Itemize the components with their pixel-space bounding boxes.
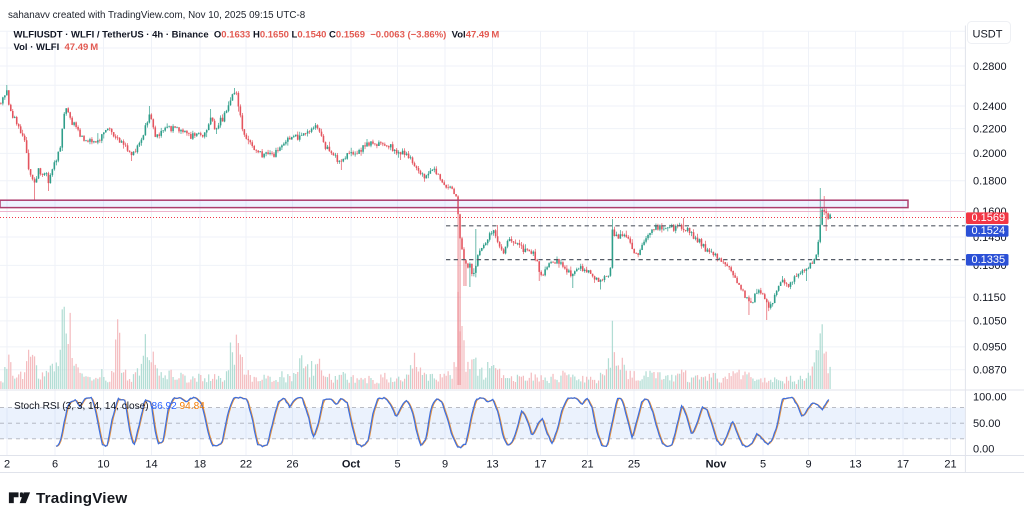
svg-text:21: 21 [944, 459, 956, 471]
svg-text:5: 5 [394, 459, 400, 471]
svg-text:21: 21 [581, 459, 593, 471]
svg-text:0.1150: 0.1150 [973, 292, 1006, 304]
svg-text:TradingView: TradingView [36, 490, 127, 507]
svg-text:50.00: 50.00 [973, 418, 1001, 430]
svg-text:Oct: Oct [342, 459, 361, 471]
svg-text:14: 14 [145, 459, 157, 471]
svg-text:USDT: USDT [973, 28, 1003, 40]
svg-text:17: 17 [534, 459, 546, 471]
svg-text:Stoch RSI (3, 3, 14, 14, close: Stoch RSI (3, 3, 14, 14, close) 86.92 94… [14, 401, 205, 412]
svg-text:2: 2 [4, 459, 10, 471]
svg-text:Vol · WLFI 47.49 M: Vol · WLFI 47.49 M [14, 42, 99, 53]
svg-text:0.2800: 0.2800 [973, 61, 1007, 73]
svg-text:0.1335: 0.1335 [972, 254, 1006, 266]
svg-text:17: 17 [897, 459, 909, 471]
svg-text:26: 26 [286, 459, 298, 471]
svg-text:0.2400: 0.2400 [973, 101, 1007, 113]
svg-text:WLFIUSDT · WLFI / TetherUS · 4: WLFIUSDT · WLFI / TetherUS · 4h · Binanc… [14, 29, 500, 40]
svg-text:25: 25 [628, 459, 640, 471]
svg-text:0.1050: 0.1050 [973, 316, 1007, 328]
svg-text:0.1569: 0.1569 [972, 212, 1006, 224]
svg-text:0.1800: 0.1800 [973, 176, 1007, 188]
svg-text:5: 5 [760, 459, 766, 471]
svg-text:sahanavv created with TradingV: sahanavv created with TradingView.com, N… [8, 10, 306, 21]
svg-text:0.1524: 0.1524 [972, 225, 1006, 237]
svg-text:18: 18 [194, 459, 206, 471]
svg-text:9: 9 [442, 459, 448, 471]
svg-text:9: 9 [805, 459, 811, 471]
svg-text:0.0870: 0.0870 [973, 365, 1007, 377]
svg-text:100.00: 100.00 [973, 392, 1007, 404]
svg-text:Nov: Nov [706, 459, 728, 471]
svg-text:10: 10 [97, 459, 109, 471]
svg-text:13: 13 [849, 459, 861, 471]
svg-text:0.2000: 0.2000 [973, 148, 1007, 160]
svg-text:0.2200: 0.2200 [973, 123, 1007, 135]
svg-text:13: 13 [486, 459, 498, 471]
svg-text:22: 22 [240, 459, 252, 471]
svg-text:6: 6 [52, 459, 58, 471]
svg-text:0.00: 0.00 [973, 444, 994, 456]
svg-text:0.0950: 0.0950 [973, 342, 1007, 354]
